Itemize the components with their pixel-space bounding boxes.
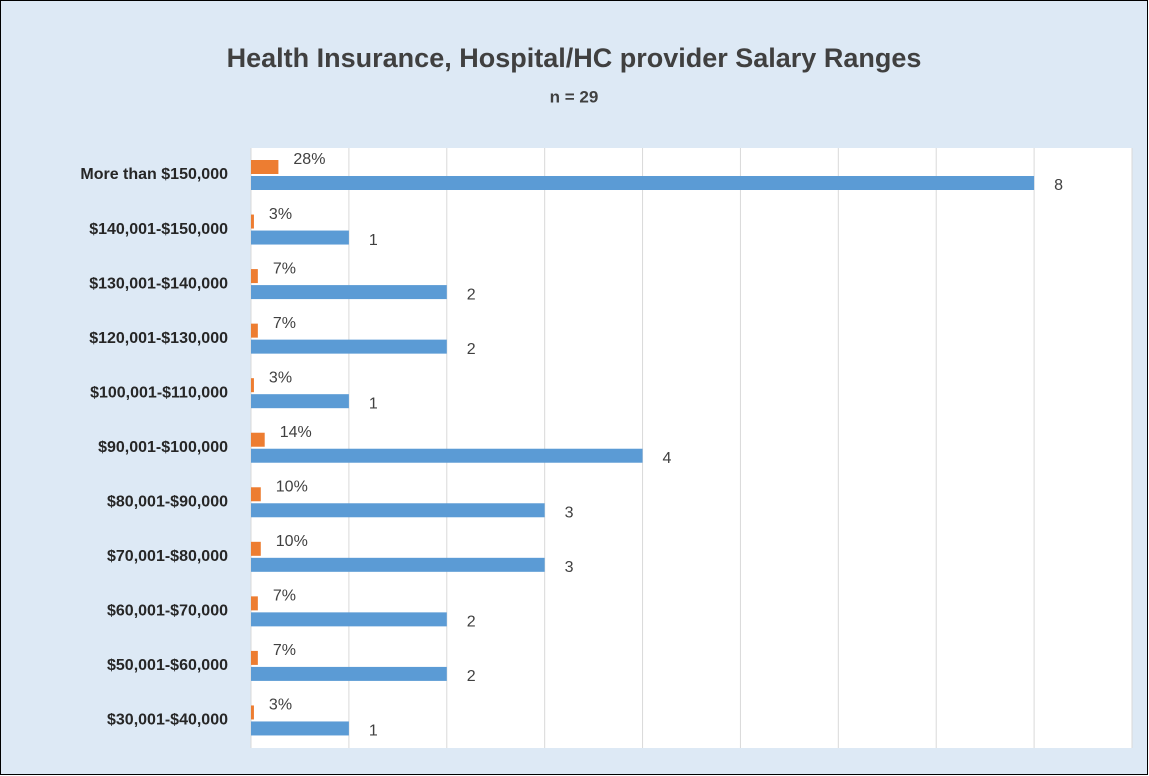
bar	[251, 339, 447, 354]
data-label: 7%	[273, 260, 296, 277]
bar	[251, 666, 447, 681]
bar	[251, 503, 545, 518]
bar	[251, 176, 1035, 190]
data-label: 4	[663, 450, 672, 467]
data-label: 7%	[273, 588, 296, 605]
bar	[251, 705, 254, 720]
category-label: $120,001-$130,000	[89, 330, 228, 347]
data-label: 14%	[280, 424, 312, 441]
bar	[251, 721, 349, 736]
data-label: 1	[369, 723, 378, 740]
bar	[251, 378, 254, 393]
bar	[251, 214, 254, 229]
bar	[251, 269, 258, 284]
data-label: 2	[467, 286, 476, 303]
data-label: 3%	[269, 206, 292, 223]
category-label: $140,001-$150,000	[89, 221, 228, 238]
bar	[251, 432, 265, 447]
data-label: 8	[1054, 177, 1063, 194]
data-label: 2	[467, 614, 476, 631]
data-label: 2	[467, 341, 476, 358]
data-label: 1	[369, 395, 378, 412]
bar	[251, 557, 545, 572]
data-label: 7%	[273, 315, 296, 332]
data-label: 3	[565, 559, 574, 576]
category-label: $130,001-$140,000	[89, 275, 228, 292]
data-label: 3%	[269, 369, 292, 386]
category-label: $80,001-$90,000	[107, 493, 228, 510]
bar	[251, 612, 447, 627]
category-label: $30,001-$40,000	[107, 712, 228, 729]
chart-subtitle: n = 29	[550, 87, 599, 106]
category-label: More than $150,000	[80, 166, 228, 183]
category-label: $70,001-$80,000	[107, 548, 228, 565]
data-label: 10%	[276, 533, 308, 550]
bar	[251, 323, 258, 338]
category-label: $60,001-$70,000	[107, 603, 228, 620]
plot-area	[251, 148, 1132, 748]
data-label: 10%	[276, 478, 308, 495]
data-label: 7%	[273, 642, 296, 659]
bar	[251, 394, 349, 409]
category-label: $90,001-$100,000	[98, 439, 228, 456]
data-label: 3	[565, 504, 574, 521]
bar	[251, 487, 261, 502]
category-label: $100,001-$110,000	[90, 384, 228, 401]
bar	[251, 448, 643, 463]
category-label: $50,001-$60,000	[107, 657, 228, 674]
bar	[251, 541, 261, 556]
data-label: 3%	[269, 697, 292, 714]
bar	[251, 285, 447, 300]
bar	[251, 596, 258, 611]
bar	[251, 160, 279, 174]
chart-title: Health Insurance, Hospital/HC provider S…	[227, 43, 922, 73]
data-label: 2	[467, 668, 476, 685]
data-label: 28%	[293, 151, 325, 168]
bar	[251, 230, 349, 245]
data-label: 1	[369, 232, 378, 249]
bar	[251, 650, 258, 665]
